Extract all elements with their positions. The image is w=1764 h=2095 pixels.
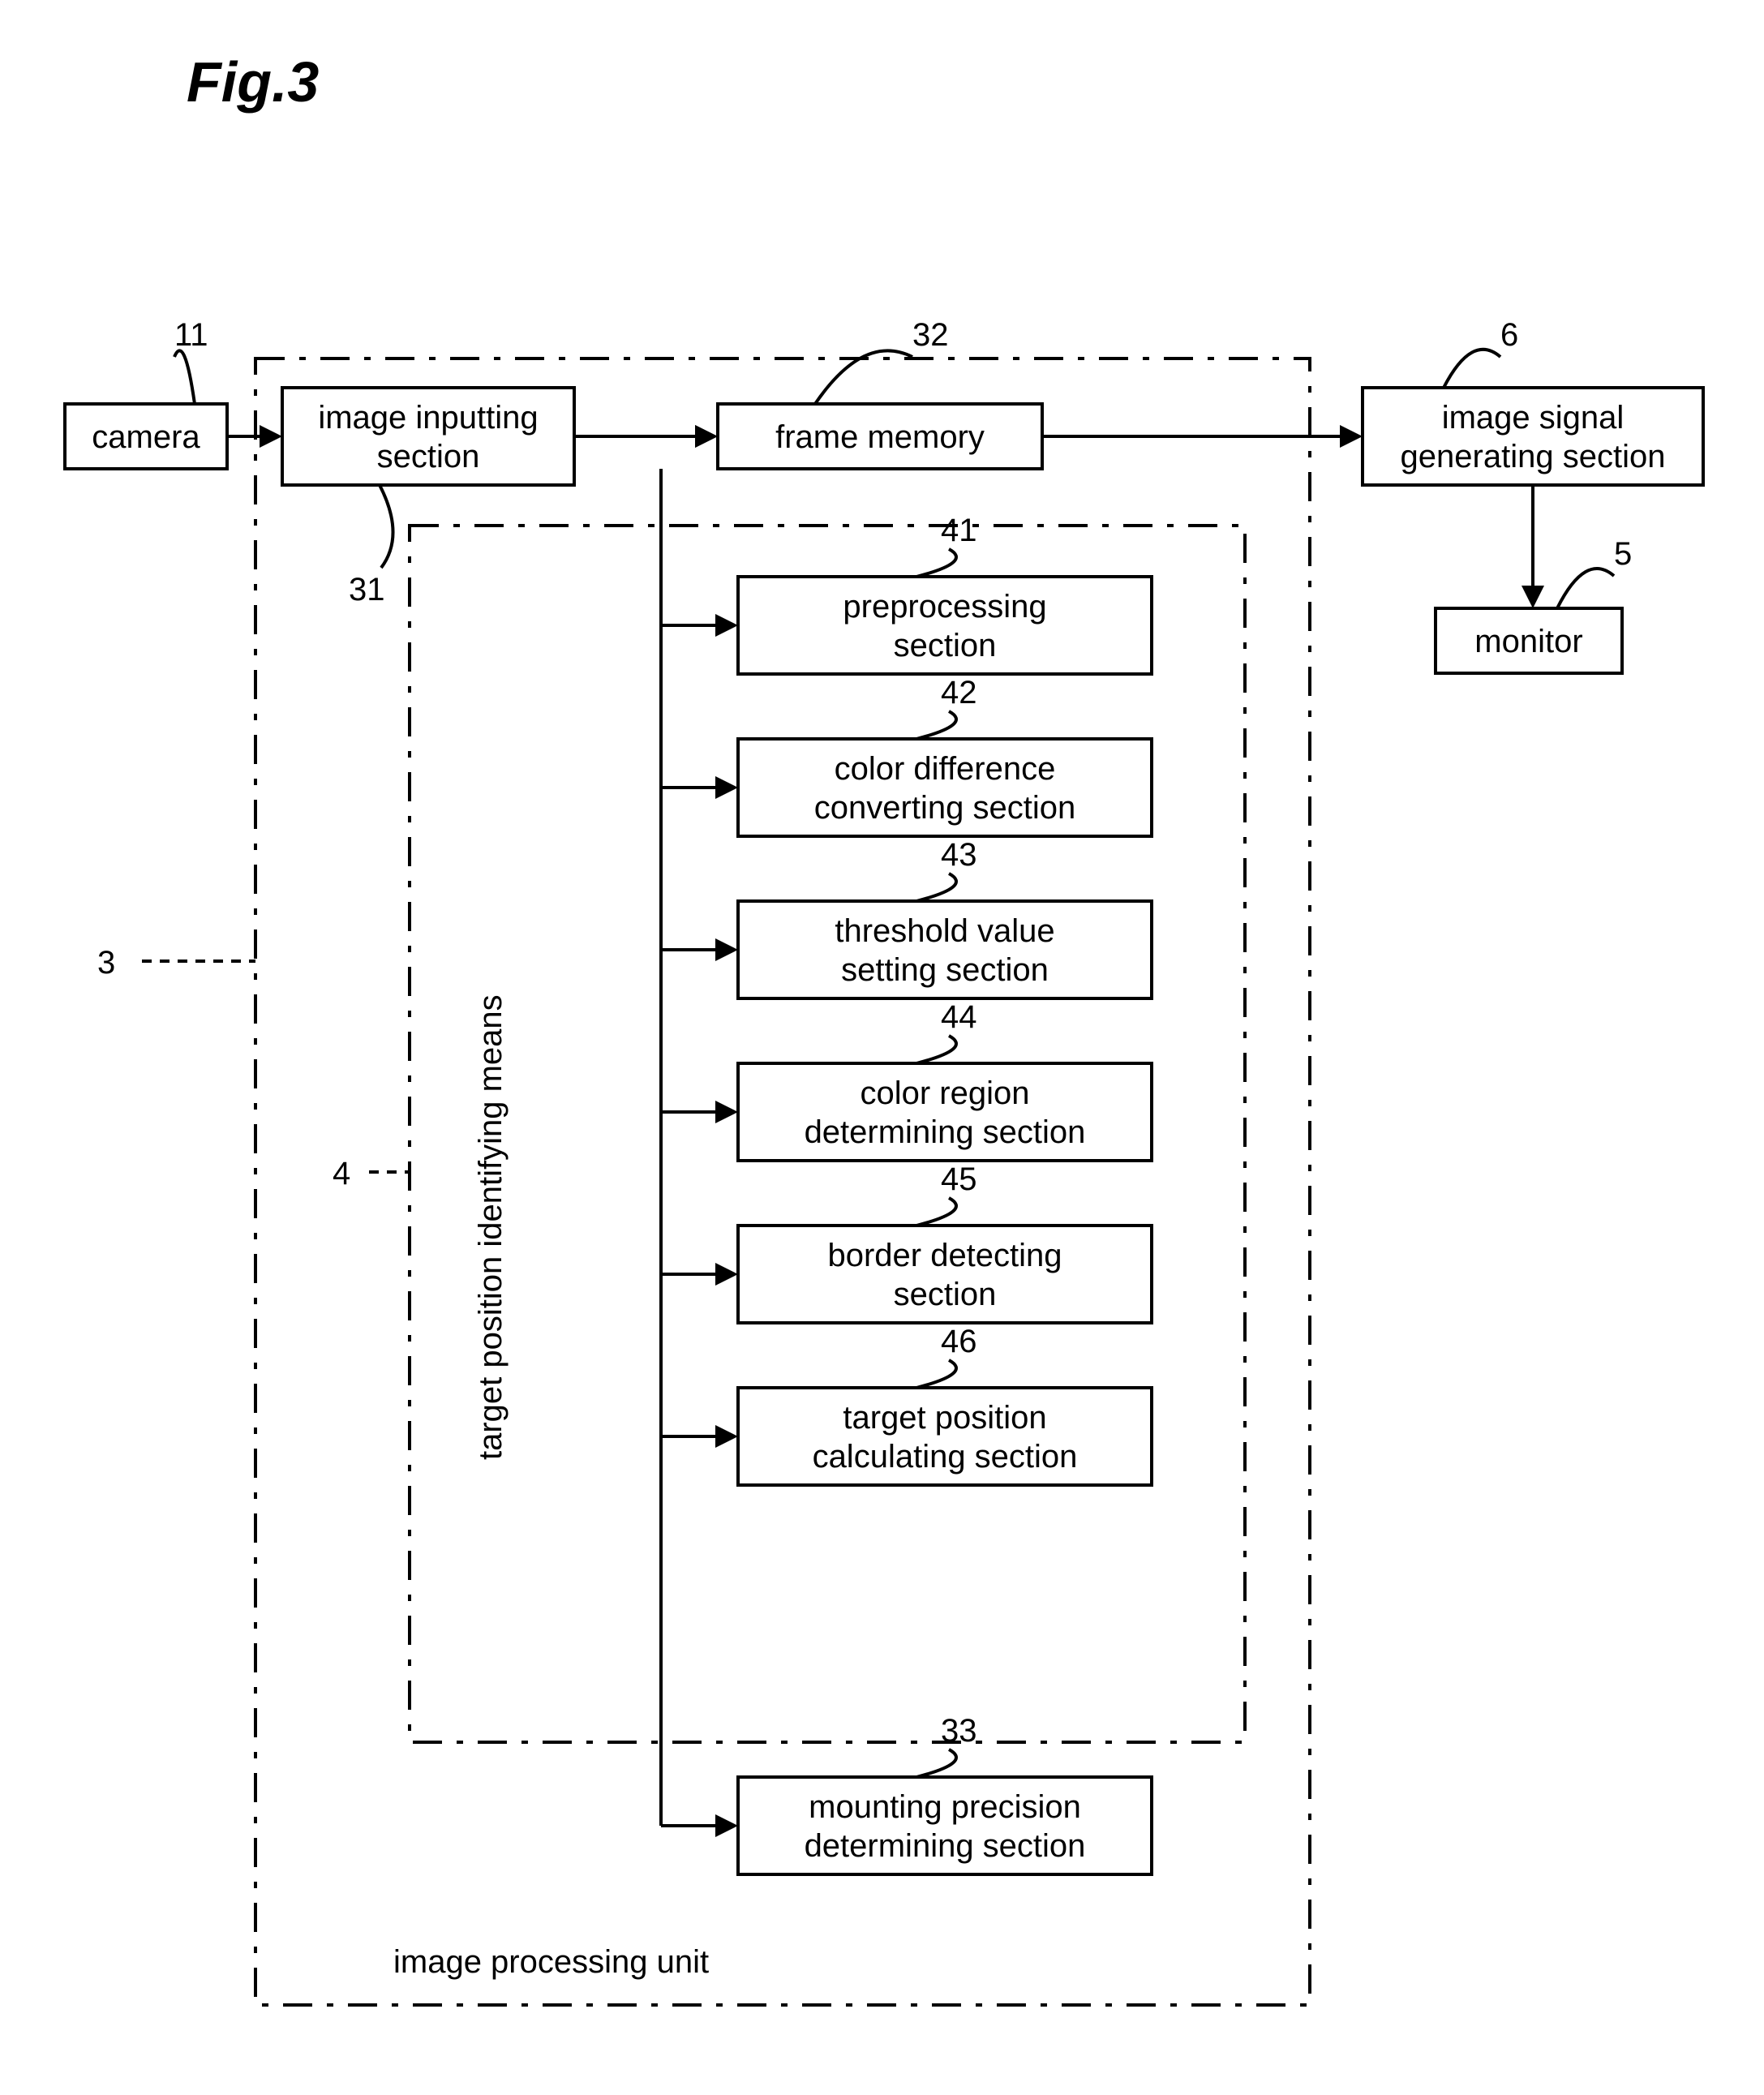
svg-text:converting section: converting section <box>814 790 1075 826</box>
svg-text:46: 46 <box>941 1324 977 1359</box>
svg-text:image inputting: image inputting <box>318 400 538 436</box>
svg-text:41: 41 <box>941 513 977 548</box>
svg-text:setting section: setting section <box>841 952 1049 988</box>
svg-text:frame memory: frame memory <box>775 419 985 455</box>
svg-text:33: 33 <box>941 1713 977 1749</box>
svg-text:image signal: image signal <box>1442 400 1625 436</box>
svg-text:44: 44 <box>941 999 977 1035</box>
svg-text:target position: target position <box>843 1400 1046 1436</box>
svg-text:camera: camera <box>92 419 200 455</box>
svg-text:generating section: generating section <box>1401 439 1666 474</box>
figure-title: Fig.3 <box>187 50 319 114</box>
svg-text:section: section <box>894 628 997 663</box>
svg-text:4: 4 <box>333 1156 350 1191</box>
svg-text:determining section: determining section <box>805 1828 1086 1864</box>
svg-text:5: 5 <box>1614 536 1632 572</box>
svg-text:31: 31 <box>349 572 385 607</box>
svg-text:32: 32 <box>912 317 949 353</box>
tpi-label: target position identifying means <box>473 994 509 1460</box>
svg-text:section: section <box>377 439 480 474</box>
svg-text:42: 42 <box>941 675 977 710</box>
svg-text:preprocessing: preprocessing <box>843 589 1046 625</box>
svg-text:43: 43 <box>941 837 977 873</box>
svg-text:border detecting: border detecting <box>827 1238 1062 1273</box>
svg-text:section: section <box>894 1277 997 1312</box>
svg-text:3: 3 <box>97 945 115 981</box>
svg-text:threshold value: threshold value <box>835 913 1054 949</box>
svg-text:color region: color region <box>860 1075 1029 1111</box>
svg-text:11: 11 <box>174 317 208 353</box>
svg-text:monitor: monitor <box>1474 624 1582 659</box>
image-processing-unit-label: image processing unit <box>393 1944 709 1980</box>
svg-text:6: 6 <box>1500 317 1518 353</box>
svg-text:mounting precision: mounting precision <box>809 1789 1081 1825</box>
svg-text:color difference: color difference <box>835 751 1056 787</box>
svg-text:calculating section: calculating section <box>813 1439 1078 1475</box>
svg-text:determining section: determining section <box>805 1114 1086 1150</box>
svg-text:45: 45 <box>941 1161 977 1197</box>
